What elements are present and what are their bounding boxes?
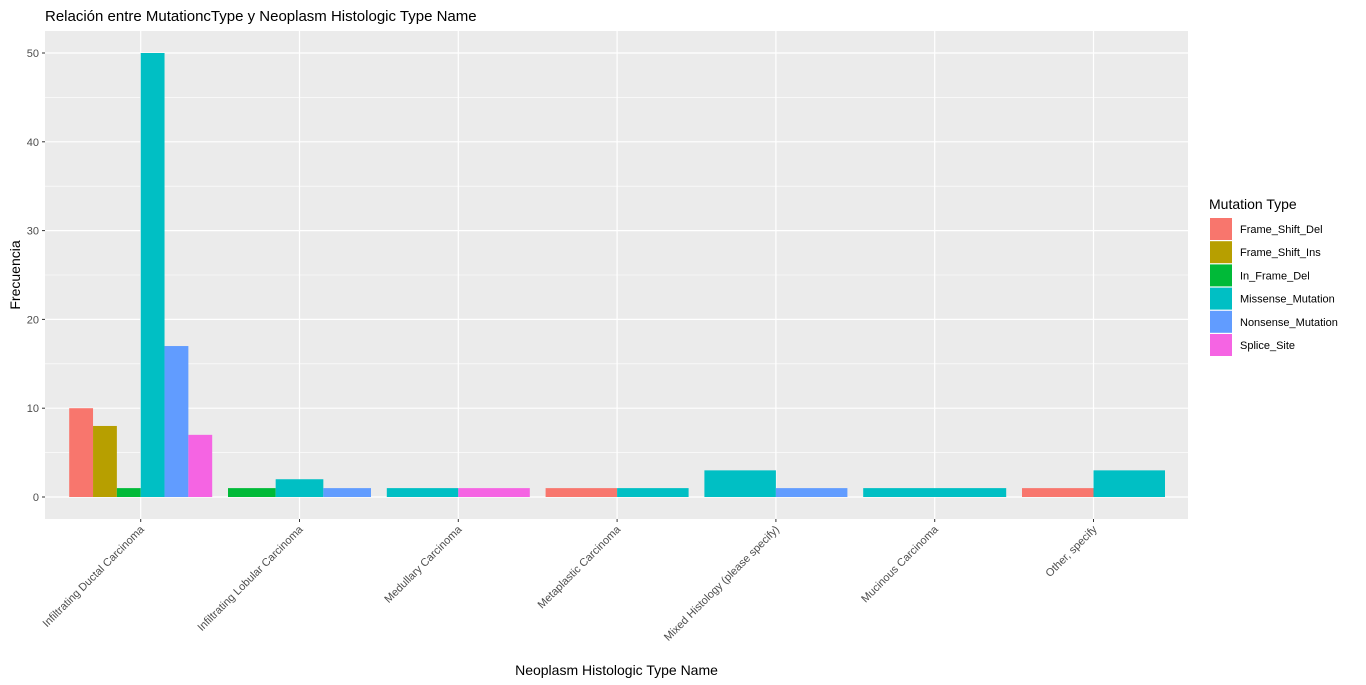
y-axis-label: Frecuencia <box>7 240 23 309</box>
grid-lines <box>45 31 1188 519</box>
bar <box>323 488 371 497</box>
legend-item-label: In_Frame_Del <box>1240 270 1310 282</box>
legend-item-label: Nonsense_Mutation <box>1240 317 1338 329</box>
legend: Mutation Type Frame_Shift_Del Frame_Shift… <box>1209 196 1338 356</box>
bar <box>1093 470 1165 497</box>
bar <box>228 488 276 497</box>
legend-swatch <box>1210 310 1232 333</box>
bar <box>617 488 689 497</box>
bar <box>1022 488 1094 497</box>
legend-swatch <box>1210 218 1232 240</box>
bar <box>545 488 618 497</box>
legend-item-label: Frame_Shift_Ins <box>1240 247 1321 259</box>
x-tick-label: Mucinous Carcinoma <box>859 523 941 605</box>
bar <box>188 434 213 497</box>
bar <box>116 488 141 497</box>
bar <box>140 53 165 497</box>
x-tick-label: Infiltrating Lobular Carcinoma <box>196 523 307 634</box>
bars <box>69 53 1165 497</box>
legend-item-label: Missense_Mutation <box>1240 294 1335 306</box>
legend-item-label: Splice_Site <box>1240 340 1295 352</box>
y-tick-label: 50 <box>27 48 39 60</box>
x-axis: Infiltrating Ductal Carcinoma Infiltratin… <box>41 519 1100 644</box>
bar <box>863 488 1007 497</box>
x-tick-label: Metaplastic Carcinoma <box>536 523 624 611</box>
bar <box>164 346 189 497</box>
legend-item-label: Frame_Shift_Del <box>1240 224 1323 236</box>
legend-swatch <box>1210 241 1232 264</box>
x-axis-label: Neoplasm Histologic Type Name <box>515 662 718 678</box>
bar <box>775 488 848 497</box>
y-tick-label: 20 <box>27 314 39 326</box>
bar <box>275 479 324 497</box>
x-tick-label: Medullary Carcinoma <box>382 523 465 606</box>
x-tick-label: Infiltrating Ductal Carcinoma <box>41 523 148 630</box>
x-tick-label: Other, specify <box>1044 523 1100 579</box>
legend-swatch <box>1210 334 1232 356</box>
legend-swatch <box>1210 287 1232 310</box>
legend-title: Mutation Type <box>1209 196 1297 212</box>
bar <box>704 470 776 497</box>
y-tick-label: 0 <box>33 492 39 504</box>
y-tick-label: 10 <box>27 403 39 415</box>
bar <box>69 408 94 497</box>
chart-title: Relación entre MutationcType y Neoplasm … <box>45 8 477 25</box>
x-tick-label: Mixed Histology (please specify) <box>662 524 782 644</box>
bar <box>458 488 530 497</box>
bar <box>386 488 459 497</box>
y-tick-label: 40 <box>27 137 39 149</box>
y-axis: 0 10 20 30 40 50 <box>27 48 45 504</box>
y-tick-label: 30 <box>27 226 39 238</box>
legend-swatch <box>1210 264 1232 287</box>
bar <box>93 425 117 497</box>
